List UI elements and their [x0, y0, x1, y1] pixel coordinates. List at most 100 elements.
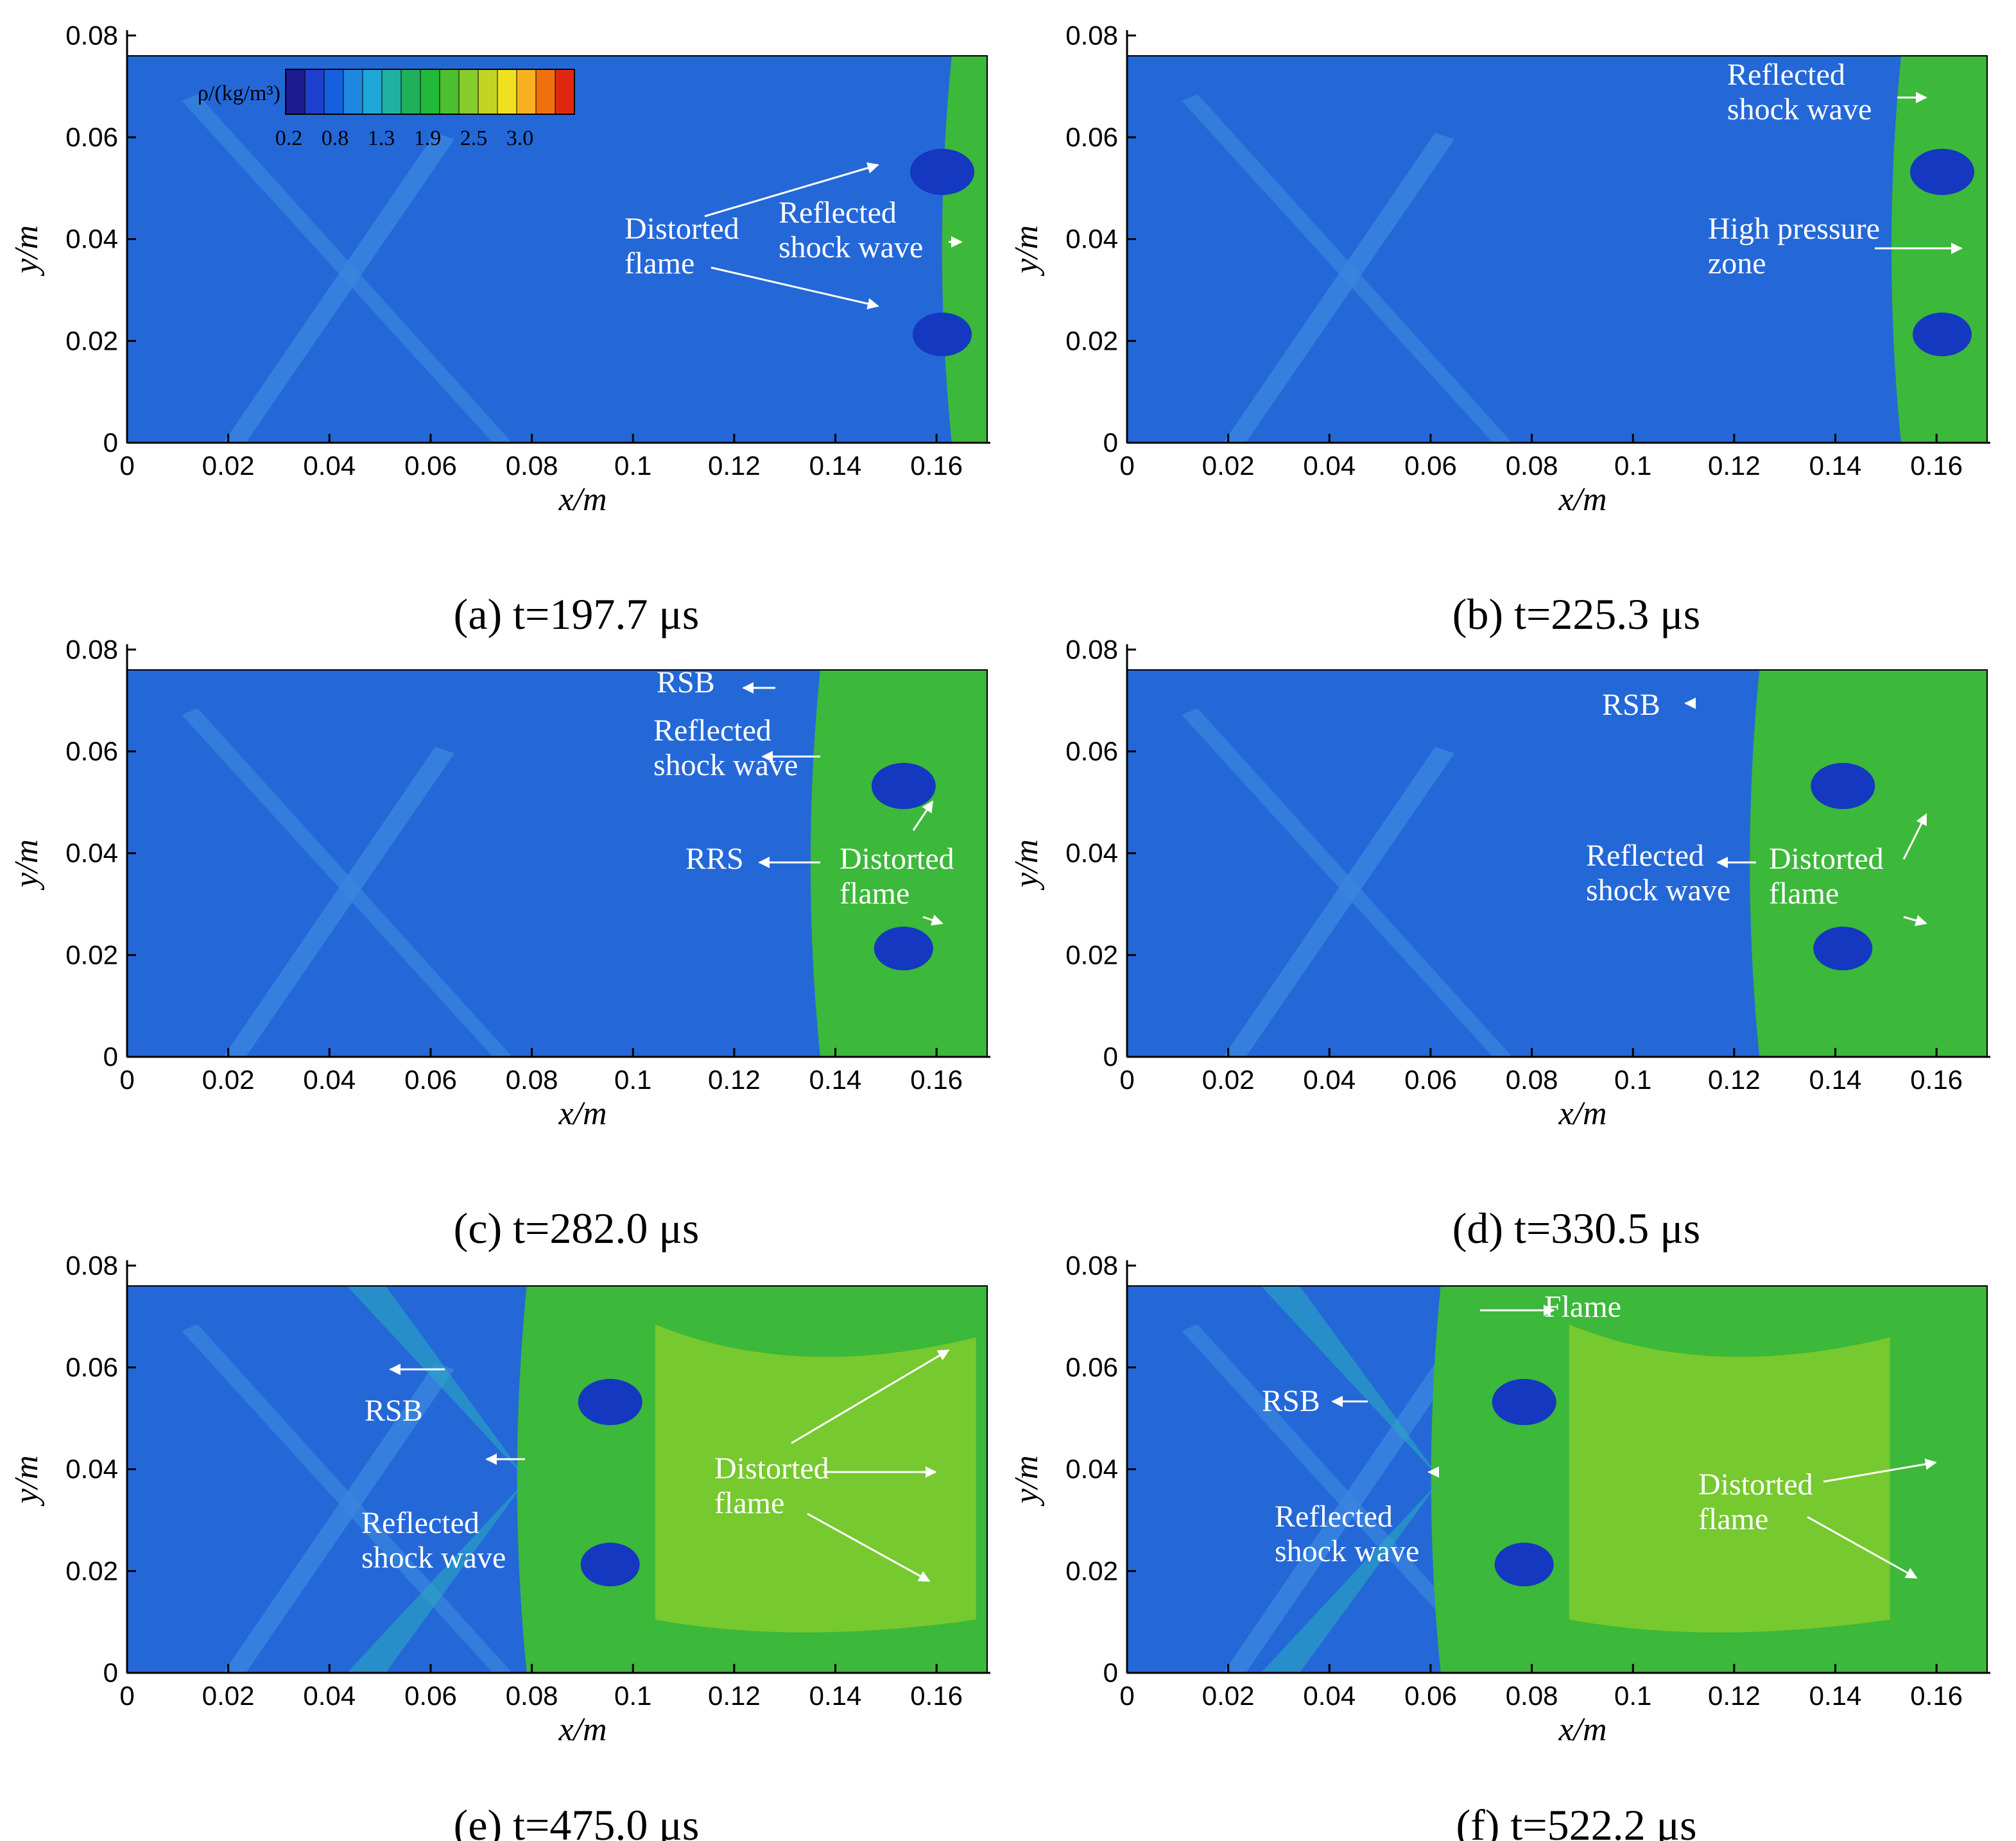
- x-tick-label: 0.02: [202, 1065, 255, 1095]
- annotation-label: Distorted: [1769, 842, 1884, 876]
- annotation-label: zone: [1708, 246, 1766, 280]
- colorbar-tick-label: 1.3: [368, 126, 395, 150]
- x-tick-label: 0.02: [1202, 450, 1255, 481]
- y-tick-label: 0.02: [1065, 325, 1118, 355]
- annotation-label: RSB: [657, 665, 715, 699]
- shock-band: [182, 708, 512, 1057]
- x-tick-label: 0.02: [1202, 1681, 1255, 1711]
- annotation-label: shock wave: [1275, 1534, 1419, 1568]
- x-tick-label: 0.16: [1910, 1065, 1963, 1095]
- annotation-label: High pressure: [1708, 212, 1880, 246]
- annotation-arrow: [1903, 914, 1927, 927]
- shock-band: [1223, 747, 1454, 1057]
- colorbar-swatch: [324, 69, 343, 114]
- colorbar-swatch: [536, 69, 555, 114]
- x-tick-label: 0.06: [1404, 1065, 1457, 1095]
- x-tick-label: 0: [119, 1065, 134, 1095]
- annotation-label: Distorted: [714, 1451, 829, 1486]
- colorbar-tick-label: 3.0: [506, 126, 534, 150]
- y-tick-label: 0.02: [65, 939, 118, 970]
- y-tick-label: 0.02: [65, 325, 118, 355]
- colorbar-tick-label: 0.8: [322, 126, 349, 150]
- y-tick-label: 0.08: [1065, 1250, 1118, 1280]
- panel-d: 0 0.02 0.04 0.06 0.08 0.1 0.12 0.14 0.16 0 0.02 0.0…: [1008, 634, 1990, 1253]
- flame-vortex: [580, 1543, 640, 1587]
- x-tick-label: 0.14: [809, 450, 862, 481]
- x-tick-label: 0.14: [809, 1681, 862, 1711]
- y-tick-label: 0.04: [65, 224, 118, 254]
- x-axis-label: x/m: [1558, 1711, 1607, 1748]
- x-tick-label: 0: [1119, 1681, 1134, 1711]
- y-tick-label: 0.04: [65, 1454, 118, 1484]
- annotation-label: flame: [625, 246, 694, 280]
- colorbar-swatch: [286, 69, 305, 114]
- y-axis-label: y/m: [1008, 839, 1045, 891]
- x-tick-label: 0.1: [614, 1681, 651, 1711]
- x-tick-label: 0.16: [1910, 1681, 1963, 1711]
- colorbar-swatch: [382, 69, 401, 114]
- y-tick-label: 0.04: [1065, 838, 1118, 868]
- x-tick-label: 0.1: [1614, 1065, 1651, 1095]
- y-tick-label: 0.06: [65, 736, 118, 766]
- flame-vortex: [1910, 148, 1974, 195]
- y-tick-label: 0.08: [65, 634, 118, 664]
- annotation-label: Reflected: [779, 196, 897, 230]
- compressed-region: [810, 670, 987, 1057]
- annotation-label: flame: [840, 877, 909, 911]
- panel-b: 0 0.02 0.04 0.06 0.08 0.1 0.12 0.14 0.16 0 0.02 0.0…: [1008, 20, 1990, 638]
- x-tick-label: 0.14: [1809, 450, 1862, 481]
- shock-band: [182, 94, 512, 443]
- annotation-label: Distorted: [625, 212, 739, 246]
- x-tick-label: 0.1: [1614, 1681, 1651, 1711]
- x-tick-label: 0: [119, 1681, 134, 1711]
- flame-vortex: [913, 313, 972, 357]
- x-tick-label: 0.02: [1202, 1065, 1255, 1095]
- compressed-region: [942, 56, 987, 443]
- compressed-region: [1750, 670, 1987, 1057]
- x-tick-label: 0.16: [1910, 450, 1963, 481]
- y-tick-label: 0.06: [1065, 122, 1118, 152]
- x-tick-label: 0.16: [910, 1681, 963, 1711]
- annotation-label: shock wave: [1586, 873, 1730, 907]
- flame-vortex: [874, 927, 933, 971]
- x-tick-label: 0.06: [1404, 450, 1457, 481]
- annotation-arrow: [807, 1512, 931, 1582]
- x-tick-label: 0.04: [303, 1681, 356, 1711]
- annotation-label: Flame: [1544, 1290, 1621, 1324]
- x-tick-label: 0: [1119, 450, 1134, 481]
- annotation-label: RRS: [685, 842, 744, 876]
- x-tick-label: 0.12: [708, 1681, 761, 1711]
- annotation-label: RSB: [1602, 688, 1660, 722]
- y-axis-label: y/m: [8, 225, 45, 277]
- annotation-label: shock wave: [653, 748, 798, 782]
- panel-caption: (c) t=282.0 μs: [454, 1204, 700, 1253]
- annotation-arrow: [1807, 1516, 1918, 1579]
- shock-band: [1182, 94, 1512, 443]
- panel-caption: (f) t=522.2 μs: [1456, 1801, 1696, 1841]
- y-tick-label: 0: [103, 1657, 118, 1688]
- x-tick-label: 0.12: [1708, 1681, 1761, 1711]
- annotation-label: shock wave: [361, 1541, 506, 1575]
- annotation-label: Distorted: [1698, 1468, 1813, 1502]
- shock-band: [223, 1363, 454, 1673]
- hot-zone: [655, 1324, 976, 1632]
- y-tick-label: 0: [1103, 427, 1118, 458]
- annotation-label: flame: [1698, 1502, 1768, 1536]
- colorbar-swatch: [555, 69, 574, 114]
- y-tick-label: 0.04: [1065, 224, 1118, 254]
- y-tick-label: 0.02: [65, 1555, 118, 1586]
- shock-band: [1223, 1363, 1454, 1673]
- colorbar-tick-label: 0.2: [275, 126, 303, 150]
- annotation-label: Reflected: [653, 714, 771, 748]
- y-axis-label: y/m: [1008, 225, 1045, 277]
- flame-vortex: [578, 1378, 642, 1425]
- x-tick-label: 0.04: [303, 450, 356, 481]
- annotation-label: shock wave: [1727, 92, 1872, 126]
- x-tick-label: 0.06: [404, 1681, 457, 1711]
- x-axis-label: x/m: [558, 1711, 607, 1748]
- x-tick-label: 0.14: [1809, 1065, 1862, 1095]
- flame-vortex: [1811, 762, 1875, 809]
- x-tick-label: 0.02: [202, 450, 255, 481]
- y-tick-label: 0: [1103, 1657, 1118, 1688]
- x-tick-label: 0.08: [506, 1065, 558, 1095]
